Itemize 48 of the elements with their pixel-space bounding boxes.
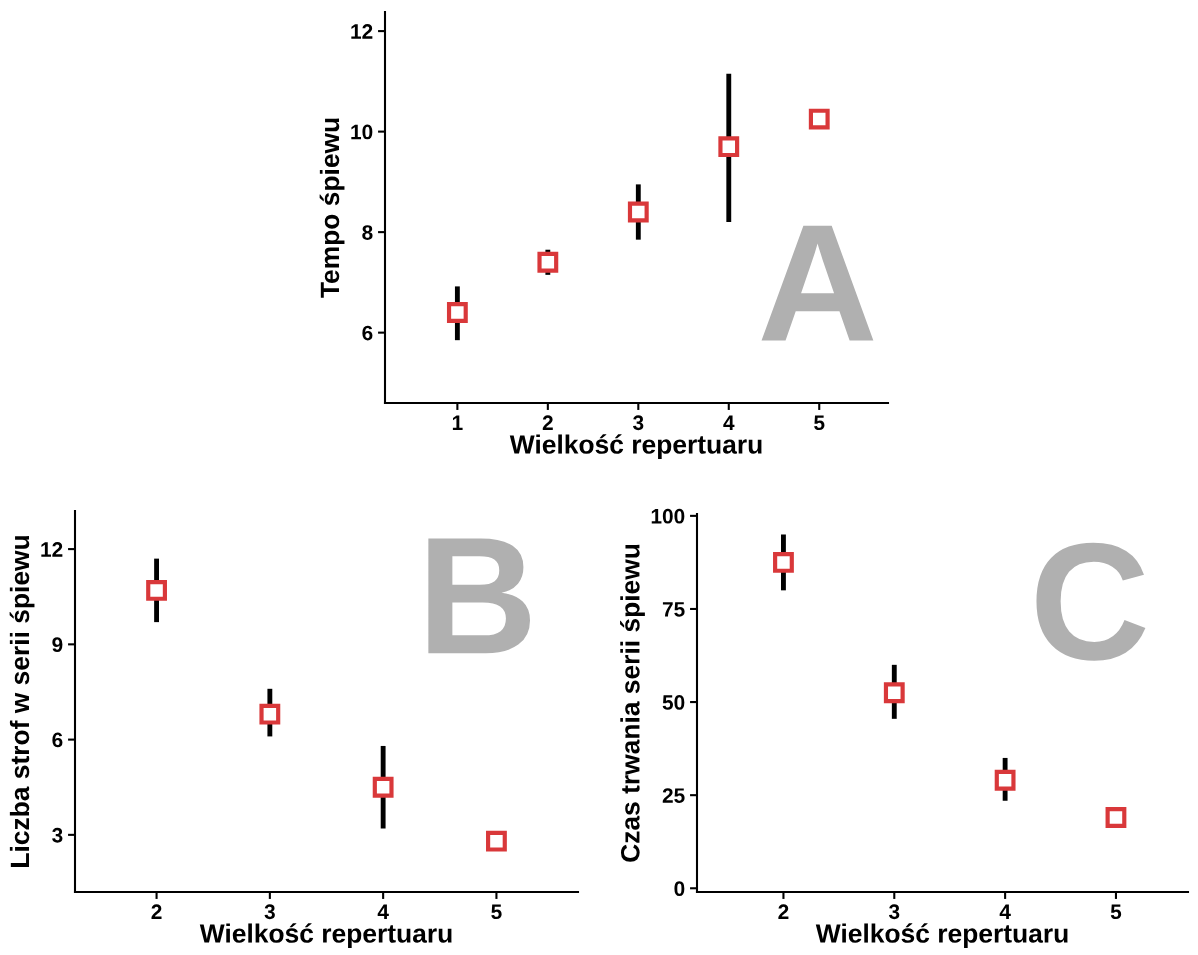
x-tick-label: 2 <box>778 904 789 919</box>
x-tick-label: 1 <box>452 415 463 430</box>
y-tick-label: 25 <box>662 788 685 803</box>
point <box>1105 807 1127 828</box>
point <box>627 201 649 223</box>
x-tick-label: 3 <box>633 415 644 431</box>
annotation: A <box>761 225 874 341</box>
y-tick-label: 8 <box>362 225 373 240</box>
y-axis-title: Tempo śpiewu <box>319 118 345 298</box>
y-tick-label: 6 <box>362 325 373 341</box>
x-tick-label: 3 <box>888 904 900 920</box>
point <box>883 682 905 704</box>
annotation: C <box>1036 542 1146 661</box>
point <box>537 251 559 273</box>
x-tick-label: 2 <box>542 415 553 430</box>
point <box>486 830 507 852</box>
x-tick-label: 5 <box>1110 904 1122 920</box>
y-tick-label: 75 <box>662 602 685 617</box>
x-tick-label: 5 <box>491 904 502 920</box>
y-tick-label: 3 <box>52 827 63 843</box>
x-tick-label: 5 <box>814 415 825 431</box>
y-axis-title: Liczba strof w serii śpiewu <box>9 536 35 867</box>
x-tick-label: 4 <box>999 904 1011 919</box>
point <box>808 108 830 130</box>
point <box>372 776 394 798</box>
y-tick-label: 0 <box>674 881 685 897</box>
point <box>146 579 167 601</box>
point <box>773 551 794 573</box>
point <box>446 302 468 323</box>
y-axis-title: Czas trwania serii śpiewu <box>620 544 645 862</box>
point <box>994 769 1016 791</box>
x-tick-label: 3 <box>264 904 275 920</box>
x-axis-title: Wielkość repertuaru <box>815 923 1068 949</box>
x-tick-label: 2 <box>151 904 162 919</box>
point <box>259 703 281 725</box>
y-tick-label: 10 <box>351 124 373 140</box>
x-tick-label: 4 <box>377 904 389 919</box>
x-tick-label: 4 <box>723 415 735 430</box>
y-tick-label: 12 <box>41 542 63 557</box>
x-axis-title: Wielkość repertuaru <box>199 923 452 949</box>
y-tick-label: 6 <box>52 732 63 748</box>
point <box>718 136 740 158</box>
y-tick-label: 100 <box>651 508 685 524</box>
annotation: B <box>428 538 530 654</box>
y-tick-label: 9 <box>52 637 63 653</box>
x-axis-title: Wielkość repertuaru <box>509 434 762 460</box>
y-tick-label: 12 <box>351 24 373 39</box>
y-tick-label: 50 <box>662 695 685 710</box>
